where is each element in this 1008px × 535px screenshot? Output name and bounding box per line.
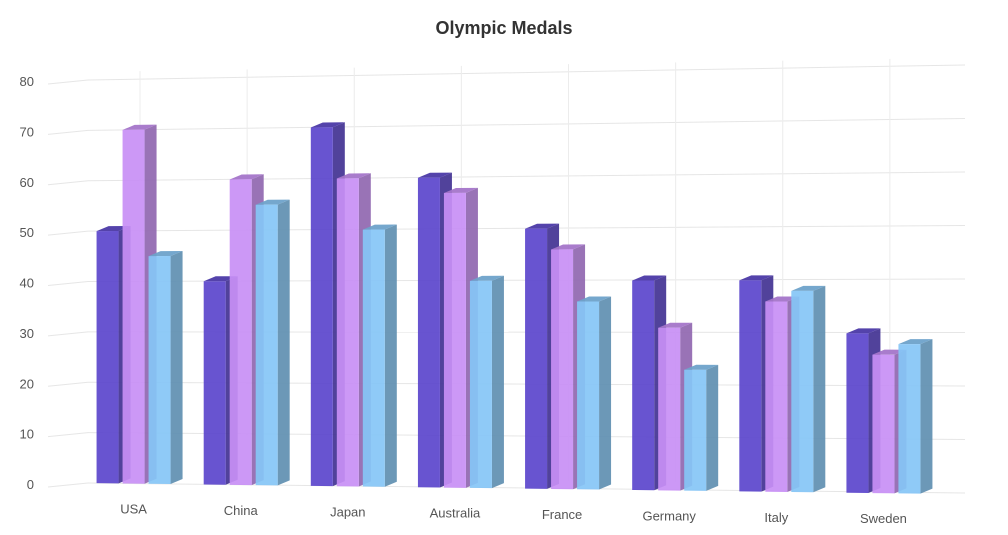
bar-top-face bbox=[846, 328, 881, 334]
bar-side-face bbox=[920, 339, 933, 494]
gridline bbox=[47, 331, 89, 337]
y-tick-label: 40 bbox=[20, 276, 34, 291]
bar-france-series-3[interactable] bbox=[577, 296, 612, 490]
bar-front-face bbox=[551, 249, 574, 490]
bar-front-face bbox=[577, 301, 600, 490]
y-tick-label: 50 bbox=[20, 225, 34, 240]
bar-top-face bbox=[739, 275, 774, 281]
bar-side-face bbox=[706, 364, 719, 491]
bar-side-face bbox=[599, 296, 612, 490]
bar-front-face bbox=[872, 354, 895, 494]
bar-top-face bbox=[122, 124, 157, 130]
bar-germany-series-3[interactable] bbox=[684, 364, 719, 491]
gridline bbox=[47, 129, 89, 135]
bar-front-face bbox=[898, 344, 921, 494]
chart-title: Olympic Medals bbox=[435, 18, 573, 38]
gridline bbox=[47, 180, 89, 186]
bar-front-face bbox=[310, 127, 333, 487]
bar-front-face bbox=[336, 178, 359, 487]
bar-front-face bbox=[203, 281, 226, 485]
x-tick-label: France bbox=[542, 507, 582, 522]
bar-front-face bbox=[525, 228, 548, 489]
bar-front-face bbox=[229, 179, 252, 486]
bar-top-face bbox=[898, 339, 933, 345]
bar-front-face bbox=[739, 280, 762, 492]
bar-top-face bbox=[469, 275, 504, 281]
x-tick-label: Germany bbox=[642, 508, 696, 523]
bar-front-face bbox=[765, 301, 788, 492]
bar-top-face bbox=[632, 275, 667, 281]
bar-china-series-3[interactable] bbox=[255, 199, 290, 486]
gridlines bbox=[47, 58, 966, 494]
bar-top-face bbox=[765, 296, 800, 302]
bar-front-face bbox=[443, 192, 466, 488]
bar-top-face bbox=[525, 223, 560, 229]
bar-top-face bbox=[872, 349, 907, 355]
bar-front-face bbox=[846, 333, 869, 494]
bar-front-face bbox=[122, 129, 145, 484]
bar-side-face bbox=[491, 275, 504, 489]
gridline bbox=[47, 281, 89, 286]
y-tick-label: 80 bbox=[20, 74, 34, 89]
bar-top-face bbox=[417, 172, 452, 178]
bar-top-face bbox=[362, 224, 397, 230]
bar-front-face bbox=[791, 290, 814, 493]
bar-top-face bbox=[577, 296, 612, 302]
bar-top-face bbox=[658, 322, 693, 328]
y-tick-label: 60 bbox=[20, 175, 34, 190]
bar-usa-series-3[interactable] bbox=[148, 251, 183, 485]
gridline bbox=[87, 118, 966, 131]
gridline bbox=[87, 64, 966, 81]
bar-side-face bbox=[277, 199, 290, 486]
bar-top-face bbox=[791, 285, 826, 291]
y-tick-label: 10 bbox=[20, 427, 34, 442]
bar-front-face bbox=[684, 369, 707, 491]
bar-top-face bbox=[203, 276, 238, 282]
bar-top-face bbox=[148, 251, 183, 257]
bar-side-face bbox=[384, 224, 397, 487]
gridline bbox=[47, 482, 89, 488]
bar-top-face bbox=[310, 122, 345, 128]
gridline bbox=[47, 230, 89, 236]
x-tick-label: China bbox=[224, 503, 259, 518]
gridline bbox=[47, 381, 89, 387]
bar-top-face bbox=[551, 244, 586, 250]
bar-top-face bbox=[684, 364, 719, 370]
bar-top-face bbox=[255, 199, 290, 205]
x-tick-label: Australia bbox=[430, 506, 481, 521]
y-tick-label: 70 bbox=[20, 124, 34, 139]
bar-top-face bbox=[443, 187, 478, 194]
bar-front-face bbox=[417, 177, 440, 488]
bar-sweden-series-3[interactable] bbox=[898, 339, 933, 494]
bar-japan-series-3[interactable] bbox=[362, 224, 397, 487]
x-tick-label: Japan bbox=[330, 504, 365, 519]
bar-front-face bbox=[658, 327, 681, 491]
bar-front-face bbox=[255, 204, 278, 486]
x-tick-label: USA bbox=[120, 502, 147, 517]
y-tick-label: 0 bbox=[27, 477, 34, 492]
bar-side-face bbox=[813, 285, 826, 493]
gridline bbox=[87, 171, 966, 182]
bar-italy-series-3[interactable] bbox=[791, 285, 826, 493]
y-tick-label: 30 bbox=[20, 326, 34, 341]
bar-front-face bbox=[632, 280, 655, 491]
y-tick-label: 20 bbox=[20, 376, 34, 391]
gridline bbox=[47, 79, 89, 85]
bar-top-face bbox=[229, 174, 264, 180]
bar-front-face bbox=[362, 229, 385, 487]
bar-front-face bbox=[469, 280, 492, 489]
bar-front-face bbox=[148, 256, 171, 485]
bars bbox=[96, 122, 933, 494]
bar-front-face bbox=[96, 230, 119, 484]
bar-australia-series-3[interactable] bbox=[469, 275, 504, 489]
bar-top-face bbox=[96, 225, 131, 232]
bar-top-face bbox=[336, 173, 371, 179]
x-tick-label: Italy bbox=[764, 510, 788, 525]
gridline bbox=[47, 432, 89, 438]
x-tick-label: Sweden bbox=[860, 511, 907, 526]
bar-side-face bbox=[170, 251, 183, 485]
